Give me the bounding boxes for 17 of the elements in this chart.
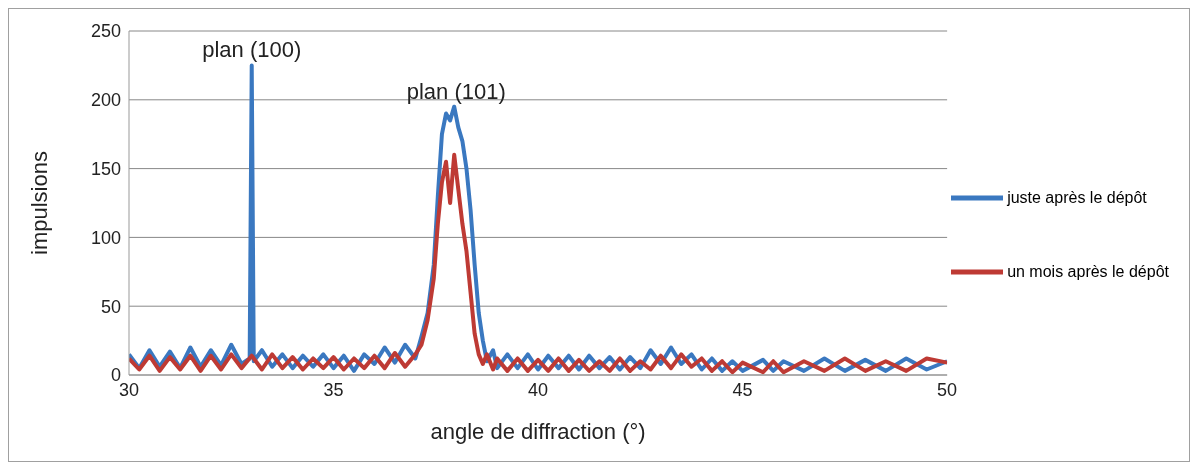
y-tick-label: 250 — [90, 21, 121, 42]
y-tick-label: 50 — [100, 296, 121, 317]
legend-label: juste après le dépôt — [1007, 189, 1147, 207]
y-axis-title: impulsions — [26, 151, 52, 255]
x-tick-label: 35 — [323, 379, 344, 400]
y-tick-label: 150 — [90, 158, 121, 179]
x-tick-label: 45 — [732, 379, 753, 400]
annotation: plan (101) — [406, 78, 506, 104]
y-tick-label: 200 — [90, 90, 121, 111]
annotation: plan (100) — [202, 37, 302, 63]
y-tick-label: 100 — [90, 227, 121, 248]
x-axis-title: angle de diffraction (°) — [430, 419, 646, 444]
y-tick-label: 0 — [110, 365, 121, 386]
x-tick-label: 30 — [118, 379, 140, 400]
x-tick-label: 40 — [528, 379, 549, 400]
x-tick-label: 50 — [937, 379, 958, 400]
legend-label: un mois après le dépôt — [1007, 263, 1169, 281]
